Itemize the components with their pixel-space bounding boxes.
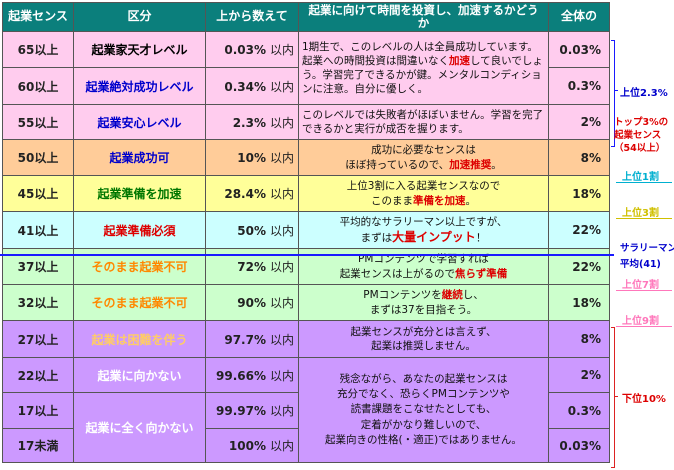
share-cell: 18%: [548, 284, 610, 321]
category-cell: 起業準備を加速: [73, 175, 206, 212]
table-row: 32以上 そのまま起業不可 90% 以内 PMコンテンツを継続し、 まずは37を目指…: [2, 284, 610, 321]
score-cell: 50以上: [2, 139, 74, 176]
table-row: 55以上 起業安心レベル 2.3% 以内 このレベルでは失敗者がほぼいません。学習…: [2, 104, 610, 140]
rank-cell: 99.97% 以内: [205, 392, 299, 429]
annotation-top-2-3: 上位2.3%: [620, 88, 668, 99]
category-cell: そのまま起業不可: [73, 284, 206, 321]
annotation-top-10: 上位1割: [622, 172, 659, 183]
category-cell: 起業に向かない: [73, 357, 206, 393]
share-cell: 8%: [548, 320, 610, 358]
annotation-top-30-line: [616, 218, 672, 219]
header-comment: 起業に向けて時間を投資し、加速するかどうか: [298, 2, 549, 32]
share-cell: 18%: [548, 175, 610, 212]
annotation-top-3-line3: （54以上）: [614, 143, 666, 154]
average-line: [0, 254, 614, 256]
rank-cell: 0.34% 以内: [205, 67, 299, 105]
score-cell: 32以上: [2, 284, 74, 321]
comment-cell: 1期生で、このレベルの人は全員成功しています。起業への時間投資は間違いなく加速し…: [298, 31, 549, 105]
annotation-top-90-line: [616, 326, 672, 327]
category-cell: 起業に全く向かない: [73, 392, 206, 463]
table-row: 22以上 起業に向かない 99.66% 以内 残念ながら、あなたの起業センスは 充分…: [2, 357, 610, 463]
score-cell: 27以上: [2, 320, 74, 358]
rank-cell: 100% 以内: [205, 428, 299, 463]
score-cell: 65以上: [2, 31, 74, 68]
comment-cell: このレベルでは失敗者がほぼいません。学習を完了できるかと実行が成否を握ります。: [298, 104, 549, 140]
score-cell: 17以上: [2, 392, 74, 429]
top-bracket: [611, 40, 615, 147]
table-row: 27以上 起業は困難を伴う 97.7% 以内 起業センスが充分とは言えず、 起業は推…: [2, 320, 610, 358]
rank-cell: 10% 以内: [205, 139, 299, 176]
comment-cell: 残念ながら、あなたの起業センスは 充分でなく、恐らくPMコンテンツや 読書課題をこな…: [298, 357, 549, 463]
rank-cell: 50% 以内: [205, 211, 299, 249]
table-row: 45以上 起業準備を加速 28.4% 以内 上位3割に入る起業センスなので このまま…: [2, 175, 610, 212]
annotation-average-line1: サラリーマン: [620, 243, 674, 254]
score-cell: 17未満: [2, 428, 74, 463]
share-cell: 8%: [548, 139, 610, 176]
rank-cell: 28.4% 以内: [205, 175, 299, 212]
header-rank: 上から数えて: [205, 2, 299, 32]
rank-cell: 97.7% 以内: [205, 320, 299, 358]
rank-cell: 99.66% 以内: [205, 357, 299, 393]
category-cell: 起業安心レベル: [73, 104, 206, 140]
table-row: 65以上 起業家天才レベル 0.03% 以内 1期生で、このレベルの人は全員成功し…: [2, 31, 610, 105]
category-cell: 起業家天才レベル: [73, 31, 206, 68]
rank-cell: 2.3% 以内: [205, 104, 299, 140]
annotation-top-70: 上位7割: [622, 280, 659, 291]
score-cell: 22以上: [2, 357, 74, 393]
table-row: 41以上 起業準備必須 50% 以内 平均的なサラリーマン以上ですが、 まずは大量イ…: [2, 211, 610, 249]
share-cell: 0.03%: [548, 428, 610, 463]
annotation-top-30: 上位3割: [622, 208, 659, 219]
bottom-bracket: [611, 327, 615, 468]
annotation-bottom-10: 下位10%: [622, 394, 666, 405]
score-cell: 60以上: [2, 67, 74, 105]
annotation-average-line2: 平均(41): [620, 259, 661, 270]
score-cell: 41以上: [2, 211, 74, 249]
annotation-top-3-line1: トップ3%の: [614, 117, 669, 128]
annotation-top-3-line2: 起業センス: [614, 130, 662, 141]
table-row: 50以上 起業成功可 10% 以内 成功に必要なセンスは ほぼ持っているので、加速推…: [2, 139, 610, 176]
annotation-top-90: 上位9割: [622, 316, 659, 327]
comment-cell: 起業センスが充分とは言えず、 起業は推奨しません。: [298, 320, 549, 358]
rank-cell: 90% 以内: [205, 284, 299, 321]
top-bracket-tick: [614, 90, 618, 91]
category-cell: 起業絶対成功レベル: [73, 67, 206, 105]
header-row: 起業センス 区分 上から数えて 起業に向けて時間を投資し、加速するかどうか 全体…: [2, 2, 610, 32]
sense-table: 起業センス 区分 上から数えて 起業に向けて時間を投資し、加速するかどうか 全体…: [2, 2, 610, 463]
annotation-top-70-line: [616, 290, 672, 291]
category-cell: 起業成功可: [73, 139, 206, 176]
header-share: 全体の: [548, 2, 610, 32]
comment-cell: 上位3割に入る起業センスなので このまま準備を加速。: [298, 175, 549, 212]
share-cell: 0.3%: [548, 392, 610, 429]
comment-cell: PMコンテンツを継続し、 まずは37を目指そう。: [298, 284, 549, 321]
share-cell: 2%: [548, 104, 610, 140]
category-cell: 起業準備必須: [73, 211, 206, 249]
annotation-top-10-line: [616, 182, 672, 183]
category-cell: 起業は困難を伴う: [73, 320, 206, 358]
header-category: 区分: [73, 2, 206, 32]
score-cell: 55以上: [2, 104, 74, 140]
share-cell: 22%: [548, 211, 610, 249]
comment-cell: 平均的なサラリーマン以上ですが、 まずは大量インプット！: [298, 211, 549, 249]
rank-cell: 0.03% 以内: [205, 31, 299, 68]
header-score: 起業センス: [2, 2, 74, 32]
score-cell: 45以上: [2, 175, 74, 212]
bottom-bracket-tick: [614, 396, 618, 397]
share-cell: 0.03%: [548, 31, 610, 68]
share-cell: 0.3%: [548, 67, 610, 105]
comment-cell: 成功に必要なセンスは ほぼ持っているので、加速推奨。: [298, 139, 549, 176]
share-cell: 2%: [548, 357, 610, 393]
